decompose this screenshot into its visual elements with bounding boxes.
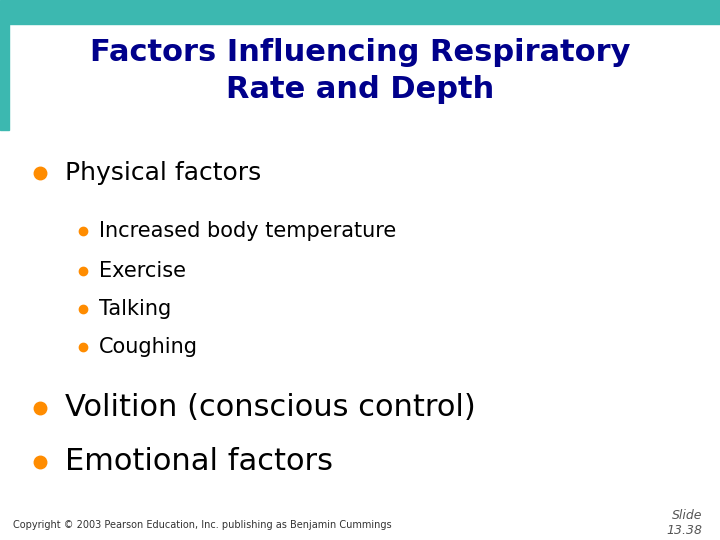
Text: Volition (conscious control): Volition (conscious control) (65, 393, 475, 422)
Text: Emotional factors: Emotional factors (65, 447, 333, 476)
Text: Exercise: Exercise (99, 261, 186, 281)
Text: Copyright © 2003 Pearson Education, Inc. publishing as Benjamin Cummings: Copyright © 2003 Pearson Education, Inc.… (13, 520, 392, 530)
Bar (0, 0, 720, 24)
Text: Physical factors: Physical factors (65, 161, 261, 185)
Text: Talking: Talking (99, 299, 171, 319)
Text: Increased body temperature: Increased body temperature (99, 221, 397, 241)
Text: Slide
13.38: Slide 13.38 (666, 509, 702, 537)
Text: Factors Influencing Respiratory
Rate and Depth: Factors Influencing Respiratory Rate and… (90, 38, 630, 104)
Bar (0, 22, 9, 130)
Text: Coughing: Coughing (99, 337, 199, 357)
